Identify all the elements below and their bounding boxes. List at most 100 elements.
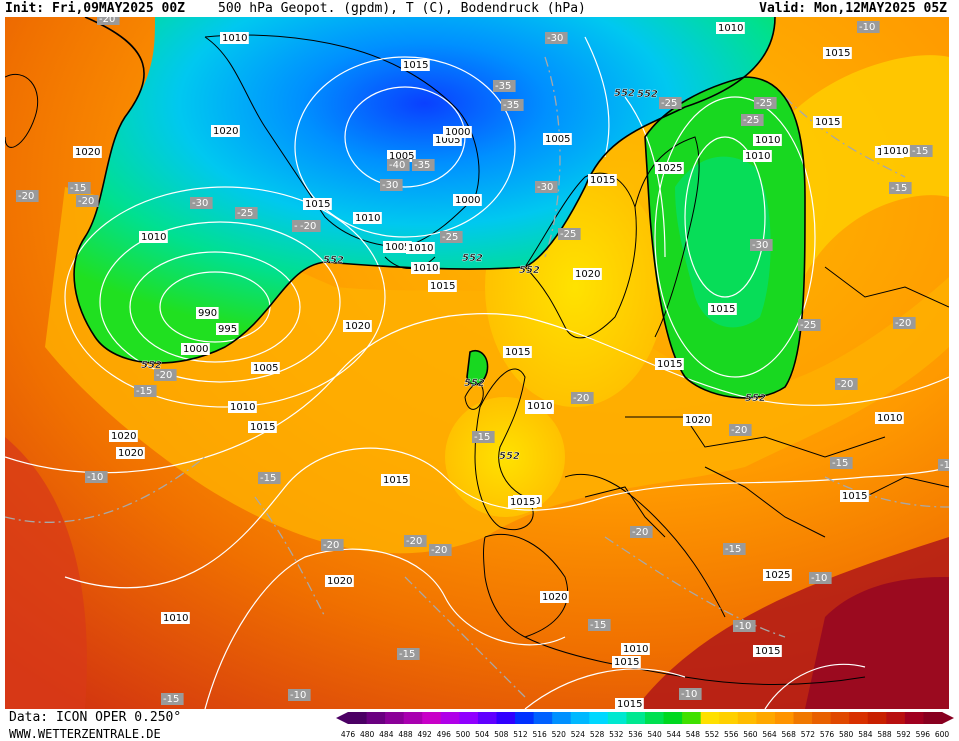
svg-text:1015: 1015 [383,475,408,486]
scale-swatch [886,712,906,724]
pressure-label: 1015 [381,474,410,486]
svg-text:1020: 1020 [213,126,238,137]
temperature-label: -10 [857,21,880,33]
scale-tick-label: 516 [532,730,547,739]
map-labels: 1010101010201020101510101005100099099510… [16,17,949,709]
header-bar: Init: Fri,09MAY2025 00Z 500 hPa Geopot. … [0,0,959,17]
svg-text:1015: 1015 [614,657,639,668]
svg-text:-25: -25 [756,98,772,109]
svg-text:-20: -20 [895,318,911,329]
scale-tick-label: 588 [877,730,892,739]
temperature-label: -25 [659,97,682,109]
scale-tick-label: 556 [724,730,739,739]
svg-text:1015: 1015 [305,199,330,210]
svg-text:-25: -25 [661,98,677,109]
svg-text:552: 552 [141,360,162,371]
scale-tick-label: 500 [456,730,471,739]
pressure-label: 1005 [543,133,572,145]
temperature-label: -35 [493,80,516,92]
svg-text:-15: -15 [912,146,928,157]
scale-tick-label: 532 [609,730,624,739]
temperature-label: -15 [472,431,495,443]
pressure-label: 1015 [503,346,532,358]
svg-text:552: 552 [499,451,520,462]
pressure-label: 1020 [211,125,240,137]
svg-text:1015: 1015 [505,347,530,358]
temperature-label: -20 [16,190,39,202]
svg-text:-20: -20 [99,17,115,25]
svg-text:-15: -15 [891,183,907,194]
scale-tick-label: 488 [398,730,413,739]
pressure-label: 1015 [248,421,277,433]
website-link: WWW.WETTERZENTRALE.DE [9,727,161,741]
temperature-label: -15 [161,693,184,705]
svg-text:1015: 1015 [815,117,840,128]
svg-text:-20: -20 [323,540,339,551]
scale-tick-label: 544 [667,730,682,739]
svg-text:1010: 1010 [222,33,247,44]
temperature-label: -25 [440,231,463,243]
svg-text:1020: 1020 [685,415,710,426]
scale-tick-label: 564 [762,730,777,739]
svg-text:1020: 1020 [111,431,136,442]
pressure-label: 1025 [655,162,684,174]
scale-tick-label: 548 [686,730,701,739]
pressure-label: 1015 [840,490,869,502]
svg-text:-15: -15 [260,473,276,484]
svg-text:552: 552 [614,88,635,99]
svg-text:1000: 1000 [445,127,470,138]
temperature-label: -15 [397,648,420,660]
svg-text:1020: 1020 [75,147,100,158]
svg-text:1010: 1010 [163,613,188,624]
geopotential-label: 552 [464,378,485,389]
svg-text:-10: -10 [290,690,306,701]
data-source: Data: ICON OPER 0.250° [9,710,182,725]
scale-tick-label: 520 [552,730,567,739]
svg-text:-20: -20 [632,527,648,538]
pressure-label: 1010 [228,401,257,413]
scale-tick-label: 496 [437,730,452,739]
scale-swatch [682,712,702,724]
svg-text:1010: 1010 [355,213,380,224]
scale-swatch [385,712,405,724]
geopotential-label: 552 [637,89,658,100]
svg-text:1005: 1005 [253,363,278,374]
temperature-label: -10 [733,620,756,632]
svg-text:1025: 1025 [765,570,790,581]
temperature-label: -10 [679,688,702,700]
temperature-label: -40 [387,159,410,171]
pressure-label: 1015 [813,116,842,128]
scale-swatch [552,712,572,724]
scale-swatch [645,712,665,724]
pressure-label: 1010 [716,22,745,34]
pressure-label: 1010 [411,262,440,274]
pressure-label: 1005 [383,241,412,253]
pressure-label: 1020 [343,320,372,332]
scale-tick-label: 480 [360,730,375,739]
temperature-label: -25 [798,319,821,331]
temperature-label: -10 [288,689,311,701]
scale-tick-label: 568 [782,730,797,739]
scale-tick-label: 528 [590,730,605,739]
pressure-label: 1015 [708,303,737,315]
svg-text:1010: 1010 [141,232,166,243]
svg-text:-35: -35 [414,160,430,171]
temperature-label: -15 [134,385,157,397]
scale-tick-label: 584 [858,730,873,739]
background-fields [5,17,949,709]
svg-text:-30: -30 [537,182,553,193]
svg-text:-10: -10 [735,621,751,632]
pressure-label: 1020 [573,268,602,280]
svg-text:552: 552 [462,253,483,264]
svg-text:-20: -20 [78,196,94,207]
svg-text:1015: 1015 [250,422,275,433]
scale-tick-label: 580 [839,730,854,739]
pressure-label: 1015 [401,59,430,71]
scale-tick-label: 504 [475,730,490,739]
pressure-label: 1025 [763,569,792,581]
svg-text:-15: -15 [832,458,848,469]
svg-text:1020: 1020 [345,321,370,332]
svg-text:-15: -15 [399,649,415,660]
temperature-label: -25 [741,114,764,126]
temperature-label: -10 [938,459,949,471]
